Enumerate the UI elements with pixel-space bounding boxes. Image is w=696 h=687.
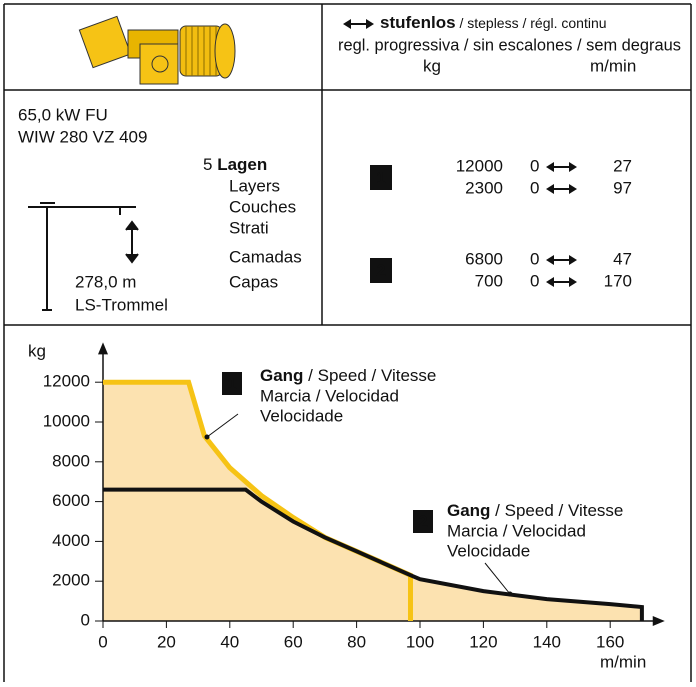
stepless-bold: stufenlos: [380, 13, 456, 32]
winch-icon: [79, 16, 235, 84]
gear-number: 2: [418, 512, 427, 531]
annotation-title: Gang / Speed / Vitesse: [447, 501, 623, 520]
x-tick-label: 140: [533, 632, 561, 651]
page: 65,0 kW FU WIW 280 VZ 409 5 Lagen 278,0 …: [0, 0, 696, 687]
speed-from: 0: [530, 156, 539, 175]
x-axis-label: m/min: [600, 652, 646, 671]
unit-load: kg: [423, 56, 441, 75]
layers-label: Lagen: [217, 155, 267, 174]
area-fill: [103, 382, 410, 621]
annotation-rest: / Speed / Vitesse: [303, 366, 436, 385]
gear-number: 1: [227, 374, 236, 393]
annotation-bold: Gang: [447, 501, 490, 520]
speed-to: 47: [613, 249, 632, 268]
layer-translation: Layers: [229, 176, 280, 195]
x-tick-label: 20: [157, 632, 176, 651]
power: 65,0 kW FU: [18, 105, 108, 124]
x-tick-label: 100: [406, 632, 434, 651]
x-tick-label: 40: [220, 632, 239, 651]
rope-length: 278,0 m: [75, 272, 136, 291]
annotation-bold: Gang: [260, 366, 303, 385]
y-tick-label: 8000: [52, 451, 90, 470]
load-value: 6800: [465, 249, 503, 268]
drum-label: LS-Trommel: [75, 295, 168, 314]
layer-translation: Couches: [229, 197, 296, 216]
annotation-line: Velocidade: [447, 541, 530, 560]
speed-to: 170: [604, 271, 632, 290]
speed-to: 27: [613, 156, 632, 175]
leader-dot: [205, 435, 210, 440]
speed-from: 0: [530, 178, 539, 197]
y-tick-label: 0: [81, 610, 90, 629]
model: WIW 280 VZ 409: [18, 127, 147, 146]
gear-number: 1: [376, 168, 385, 187]
speed-from: 0: [530, 249, 539, 268]
y-tick-label: 4000: [52, 531, 90, 550]
annotation-title: Gang / Speed / Vitesse: [260, 366, 436, 385]
unit-speed: m/min: [590, 56, 636, 75]
y-tick-label: 6000: [52, 491, 90, 510]
x-tick-label: 120: [469, 632, 497, 651]
annotation-line: Marcia / Velocidad: [260, 386, 399, 405]
leader-line: [207, 414, 238, 437]
load-value: 2300: [465, 178, 503, 197]
annotation-line: Marcia / Velocidad: [447, 521, 586, 540]
speed-to: 97: [613, 178, 632, 197]
speed-from: 0: [530, 271, 539, 290]
y-tick-label: 10000: [43, 411, 90, 430]
x-tick-label: 0: [98, 632, 107, 651]
y-axis-arrow: [98, 342, 108, 354]
layer-translation: Strati: [229, 218, 269, 237]
stepless-line2: regl. progressiva / sin escalones / sem …: [338, 35, 681, 54]
layers-count: 5: [203, 155, 212, 174]
stepless-rest: / stepless / régl. continu: [456, 15, 607, 31]
load-value: 700: [475, 271, 503, 290]
gear-number: 2: [376, 261, 385, 280]
x-tick-label: 80: [347, 632, 366, 651]
layer-translation: Capas: [229, 272, 278, 291]
x-axis-arrow: [653, 616, 665, 626]
x-tick-label: 60: [284, 632, 303, 651]
annotation-line: Velocidade: [260, 406, 343, 425]
load-value: 12000: [456, 156, 503, 175]
leader-dot: [508, 592, 513, 597]
y-tick-label: 2000: [52, 571, 90, 590]
datasheet: 65,0 kW FU WIW 280 VZ 409 5 Lagen 278,0 …: [0, 0, 696, 682]
leader-line: [485, 563, 510, 594]
layer-translation: Camadas: [229, 247, 302, 266]
y-tick-label: 12000: [43, 372, 90, 391]
x-tick-label: 160: [596, 632, 624, 651]
crane-icon: [28, 203, 138, 310]
annotation-rest: / Speed / Vitesse: [490, 501, 623, 520]
y-axis-label: kg: [28, 341, 46, 360]
layers-heading: 5 Lagen: [203, 155, 267, 174]
stepless-heading: stufenlos / stepless / régl. continu: [380, 13, 607, 32]
